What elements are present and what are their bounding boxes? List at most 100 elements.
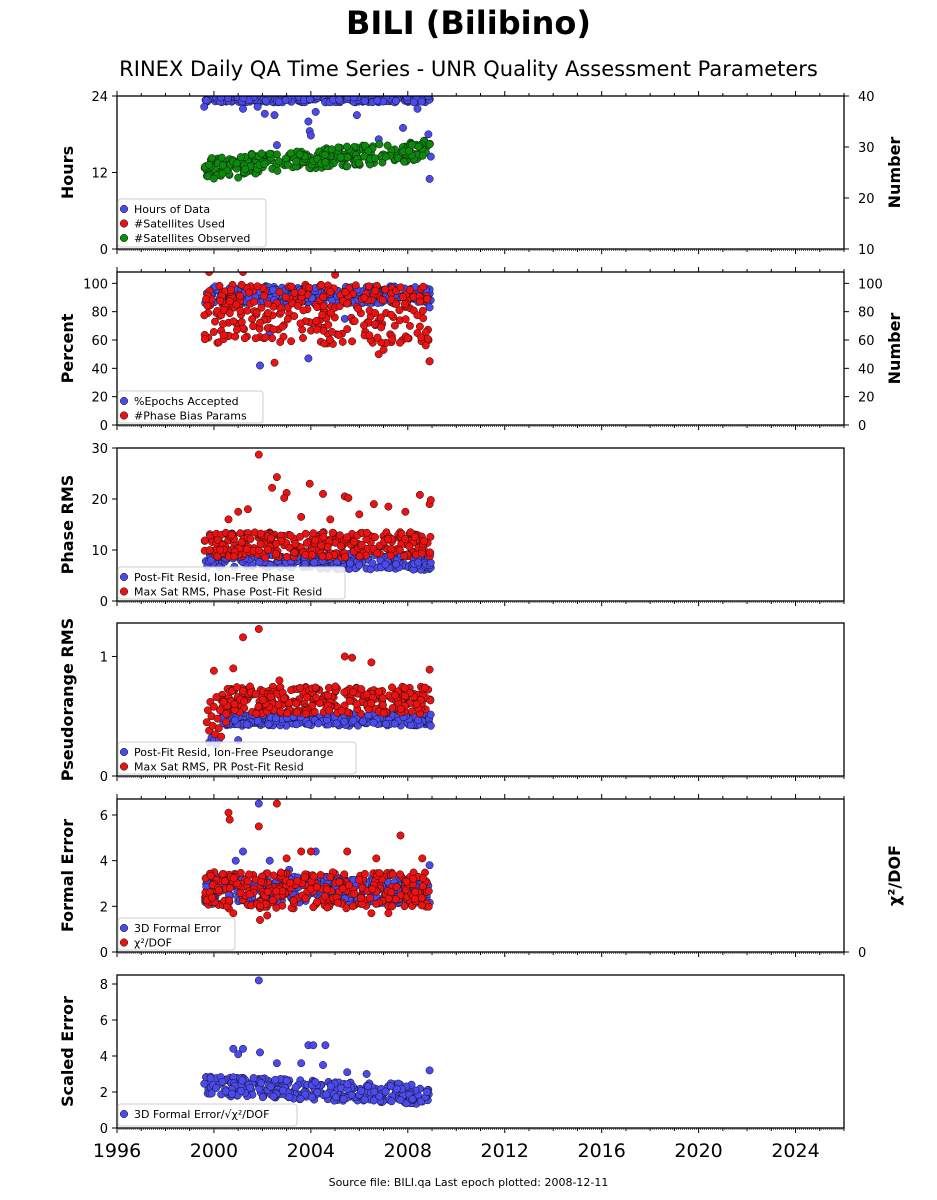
data-point — [272, 539, 281, 548]
data-point — [291, 539, 300, 548]
data-point — [306, 847, 315, 856]
data-point — [342, 904, 351, 913]
data-point — [215, 281, 224, 290]
data-point — [425, 140, 434, 149]
data-point — [271, 714, 280, 723]
data-point — [292, 699, 301, 708]
data-point — [414, 716, 423, 725]
data-point — [232, 300, 241, 309]
data-point — [222, 709, 230, 718]
data-point — [384, 535, 392, 544]
data-point — [257, 878, 266, 886]
data-point — [426, 548, 434, 557]
data-point — [253, 717, 262, 726]
data-point — [388, 683, 396, 692]
data-point — [209, 666, 218, 675]
data-point — [205, 546, 214, 555]
x-ticks — [116, 267, 845, 430]
legend-label: Max Sat RMS, PR Post-Fit Resid — [134, 761, 304, 774]
y-ticks: 0 20 40 60 80 100 0 20 40 60 80 100 — [83, 277, 883, 434]
data-point — [418, 151, 427, 160]
data-point — [411, 894, 419, 903]
data-point — [421, 683, 430, 692]
data-point — [230, 552, 239, 561]
data-point — [309, 529, 318, 538]
data-point — [400, 902, 409, 911]
data-point — [396, 283, 405, 292]
y-right-tick-label: 100 — [858, 277, 883, 292]
data-point — [302, 538, 311, 547]
data-point — [212, 693, 221, 702]
data-point — [234, 173, 243, 182]
data-point — [392, 96, 400, 105]
data-point — [218, 161, 227, 170]
data-point — [263, 911, 272, 920]
data-point — [387, 888, 396, 897]
y-tick-label: 80 — [91, 306, 108, 321]
data-point — [348, 653, 357, 662]
data-point — [252, 308, 261, 317]
data-point — [373, 96, 382, 105]
data-point — [392, 560, 401, 569]
data-points — [202, 625, 435, 749]
data-point — [400, 684, 409, 692]
data-point — [301, 550, 310, 559]
data-point — [418, 854, 427, 863]
series-blue — [200, 96, 435, 183]
x-ticks — [116, 601, 845, 606]
data-point — [419, 282, 428, 291]
x-ticks — [116, 776, 845, 781]
data-point — [424, 902, 433, 911]
data-point — [355, 561, 364, 570]
data-point — [317, 281, 326, 289]
data-point — [222, 718, 231, 727]
data-point — [283, 160, 292, 169]
data-point — [296, 532, 304, 541]
data-point — [281, 293, 290, 302]
series-red — [200, 450, 435, 562]
data-point — [402, 877, 411, 886]
data-point — [256, 529, 265, 538]
data-point — [282, 854, 291, 863]
data-point — [319, 326, 328, 335]
data-point — [229, 909, 238, 918]
data-point — [381, 720, 390, 729]
data-point — [268, 334, 277, 343]
data-point — [317, 541, 326, 550]
legend-marker — [119, 396, 129, 406]
panel-1: 0 12 24 10 20 30 40 Hours Number Hours of Data #Sa… — [58, 90, 904, 258]
data-point — [214, 886, 223, 895]
data-point — [425, 303, 434, 312]
data-point — [292, 720, 301, 729]
data-point — [292, 157, 301, 166]
data-point — [243, 877, 252, 886]
data-point — [272, 903, 281, 912]
y-axis-label: Phase RMS — [58, 475, 77, 575]
data-point — [426, 558, 435, 567]
data-point — [340, 717, 349, 726]
legend: Post-Fit Resid, Ion-Free Phase Max Sat RM… — [117, 566, 346, 600]
data-point — [283, 709, 292, 718]
data-point — [304, 720, 313, 729]
data-point — [388, 870, 397, 879]
y-ticks: 0 12 24 10 20 30 40 — [91, 90, 874, 258]
panel-3: 0 10 20 30 Phase RMS Post-Fit Resid, Ion-Free… — [58, 442, 845, 610]
data-point — [314, 719, 323, 728]
data-point — [229, 874, 238, 883]
data-point — [403, 96, 412, 102]
data-point — [254, 799, 263, 808]
data-point — [354, 304, 363, 313]
data-point — [306, 96, 315, 104]
legend-marker — [119, 572, 129, 582]
data-point — [254, 822, 263, 831]
data-point — [239, 633, 247, 642]
data-point — [293, 301, 302, 310]
legend-label: Hours of Data — [134, 203, 210, 216]
data-point — [225, 884, 234, 893]
data-point — [367, 658, 376, 667]
data-point — [290, 548, 299, 557]
legend-marker — [119, 762, 129, 771]
data-point — [349, 96, 358, 102]
data-point — [268, 896, 277, 905]
data-point — [200, 335, 209, 344]
